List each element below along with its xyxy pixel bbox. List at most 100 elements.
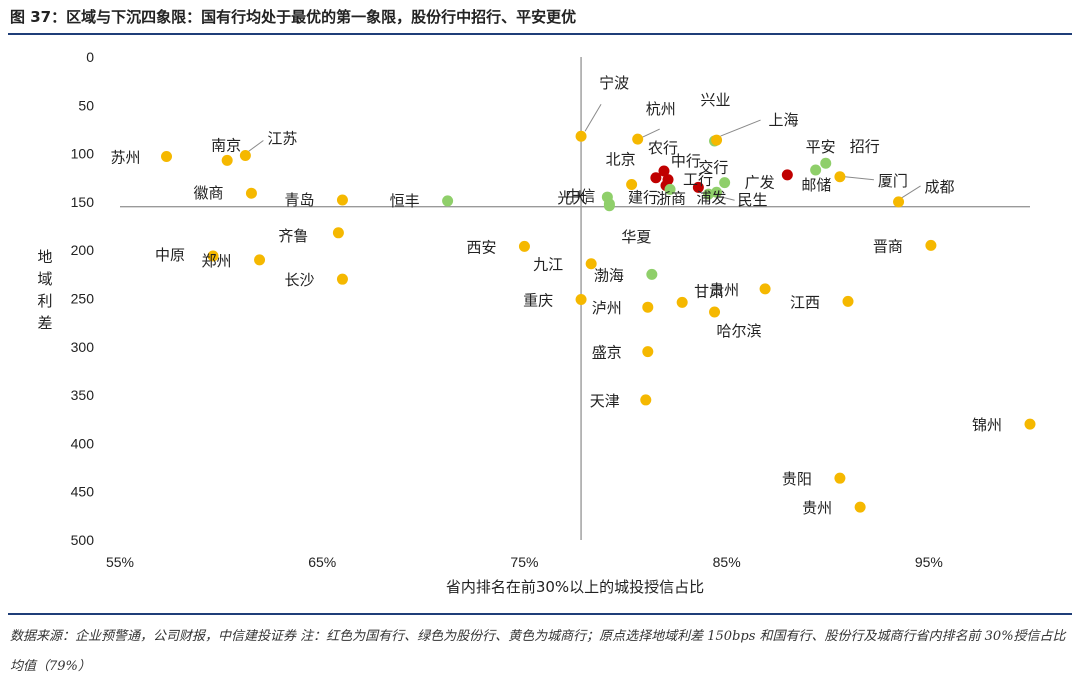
- leader-line: [720, 119, 761, 137]
- data-point: [759, 283, 771, 295]
- leader-line: [642, 128, 660, 138]
- point-label: 苏州: [111, 148, 141, 166]
- x-axis-label: 省内排名在前30%以上的城投授信占比: [446, 578, 704, 596]
- point-label: 贵阳: [782, 470, 812, 488]
- data-point: [245, 187, 257, 199]
- point-label: 中原: [155, 246, 185, 264]
- point-label: 邮储: [801, 176, 831, 194]
- point-label: 晋商: [873, 237, 903, 255]
- data-point: [626, 179, 638, 191]
- data-point: [603, 200, 615, 212]
- leader-line: [718, 195, 735, 201]
- point-label: 齐鲁: [278, 227, 308, 245]
- point-label: 贵州: [709, 281, 739, 299]
- data-point: [585, 258, 597, 270]
- leader-line: [248, 140, 264, 152]
- data-point: [640, 394, 652, 406]
- data-point: [709, 306, 721, 318]
- point-label: 厦门: [878, 172, 908, 190]
- data-point: [336, 273, 348, 285]
- point-label: 徽商: [193, 184, 223, 202]
- x-tick-label: 75%: [510, 554, 538, 570]
- point-label: 重庆: [523, 291, 553, 309]
- y-tick-label: 450: [71, 484, 95, 500]
- data-point: [239, 150, 251, 162]
- point-label: 江苏: [267, 130, 297, 148]
- point-label: 浦发: [696, 189, 726, 207]
- point-label: 工行: [683, 171, 713, 189]
- data-point: [925, 239, 937, 251]
- data-point: [161, 150, 173, 162]
- point-label: 浙商: [656, 189, 686, 207]
- data-point: [332, 227, 344, 239]
- data-point: [1024, 418, 1036, 430]
- point-label: 平安: [806, 138, 836, 156]
- data-point: [781, 169, 793, 181]
- data-point: [842, 295, 854, 307]
- data-point: [650, 172, 662, 184]
- data-point: [854, 501, 866, 513]
- point-label: 渤海: [594, 266, 624, 284]
- data-point: [834, 472, 846, 484]
- point-label: 民生: [738, 191, 768, 209]
- point-label: 上海: [769, 111, 799, 129]
- leader-line: [584, 103, 602, 132]
- y-tick-label: 400: [71, 435, 95, 451]
- data-point: [642, 301, 654, 313]
- data-point: [658, 165, 670, 177]
- data-point: [676, 296, 688, 308]
- data-point: [442, 195, 454, 207]
- point-label: 贵州: [802, 499, 832, 517]
- point-label: 农行: [648, 139, 678, 157]
- point-label: 长沙: [284, 271, 314, 289]
- data-point: [575, 293, 587, 305]
- point-label: 光大: [557, 189, 587, 207]
- y-tick-label: 100: [71, 146, 95, 162]
- data-point: [646, 268, 658, 280]
- point-label: 泸州: [592, 299, 622, 317]
- point-label: 九江: [533, 256, 563, 274]
- data-point: [632, 133, 644, 145]
- data-point: [719, 177, 731, 189]
- data-point: [820, 157, 832, 169]
- y-tick-label: 150: [71, 194, 95, 210]
- point-label: 华夏: [621, 228, 651, 246]
- y-tick-label: 200: [71, 242, 95, 258]
- data-point: [664, 183, 676, 195]
- data-point: [518, 240, 530, 252]
- bottom-rule: [8, 613, 1072, 615]
- data-point: [336, 194, 348, 206]
- y-tick-label: 250: [71, 291, 95, 307]
- y-tick-label: 50: [78, 97, 94, 113]
- reference-lines: [120, 57, 1030, 540]
- leader-lines: [248, 103, 921, 201]
- point-label: 广发: [745, 174, 775, 192]
- y-axis-ticks: 0 50 100 150 200 250 300 350 400 450 500: [71, 49, 95, 548]
- source-note: 数据来源：企业预警通，公司财报，中信建投证券 注：红色为国有行、绿色为股份行、黄…: [10, 629, 1066, 674]
- data-point: [810, 164, 822, 176]
- data-point: [575, 130, 587, 142]
- point-label: 中行: [671, 152, 701, 170]
- point-label: 郑州: [202, 252, 232, 270]
- data-point: [207, 250, 219, 262]
- data-point: [642, 346, 654, 358]
- point-label: 兴业: [701, 91, 731, 109]
- data-point: [254, 254, 266, 266]
- y-tick-label: 350: [71, 387, 95, 403]
- data-point: [893, 196, 905, 208]
- x-tick-label: 55%: [106, 554, 134, 570]
- x-axis-ticks: 55% 65% 75% 85% 95%: [106, 554, 943, 570]
- x-tick-label: 85%: [713, 554, 741, 570]
- point-label: 甘肃: [694, 282, 724, 300]
- point-label: 青岛: [284, 191, 314, 209]
- point-label: 中信: [565, 187, 595, 205]
- point-label: 招行: [850, 137, 880, 155]
- data-point: [711, 134, 723, 146]
- point-label: 哈尔滨: [717, 322, 762, 340]
- point-label: 宁波: [599, 74, 629, 92]
- point-label: 杭州: [646, 100, 676, 118]
- x-tick-label: 65%: [308, 554, 336, 570]
- point-label: 恒丰: [390, 192, 420, 210]
- point-label: 成都: [925, 178, 955, 196]
